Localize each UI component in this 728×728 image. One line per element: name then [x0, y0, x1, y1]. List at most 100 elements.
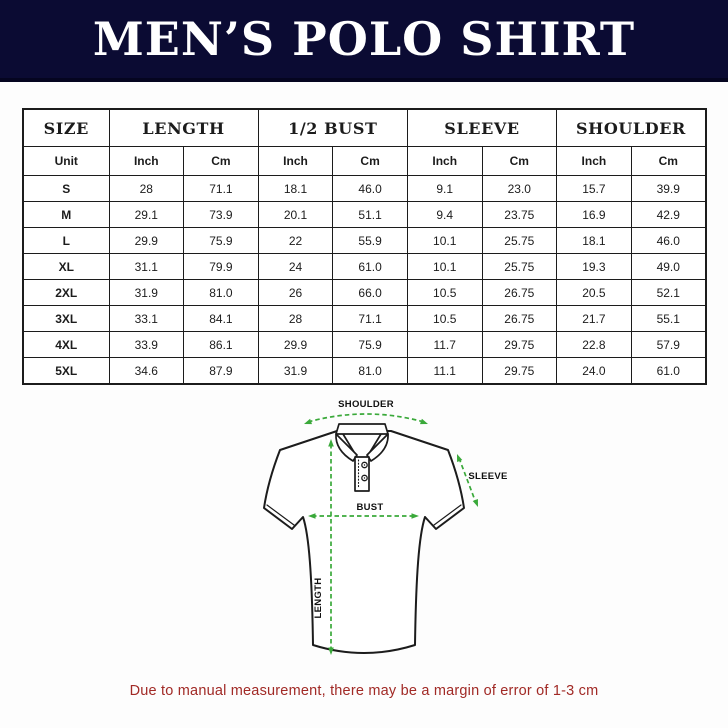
length-label: LENGTH [313, 578, 324, 619]
table-cell: 18.1 [556, 227, 632, 254]
size-label: 3XL [22, 305, 110, 332]
table-cell: 20.5 [556, 279, 632, 306]
table-cell: 52.1 [630, 279, 707, 306]
table-cell: 33.1 [108, 305, 185, 332]
size-label: 4XL [22, 331, 110, 358]
table-cell: 22.8 [556, 331, 632, 358]
table-cell: 75.9 [183, 227, 259, 254]
table-cell: 66.0 [332, 279, 408, 306]
table-cell: 34.6 [108, 357, 185, 385]
table-cell: 81.0 [183, 279, 259, 306]
collar-and-placket [335, 423, 389, 492]
unit-row: Unit Inch Cm Inch Cm Inch Cm Inch Cm [22, 146, 707, 176]
unit-inch: Inch [257, 146, 334, 176]
polo-shirt-outline [263, 430, 465, 654]
table-cell: 9.4 [406, 201, 483, 228]
table-cell: 26.75 [481, 279, 558, 306]
table-cell: 51.1 [332, 201, 408, 228]
table-cell: 31.9 [257, 357, 334, 385]
table-cell: 19.3 [556, 253, 632, 280]
shoulder-label: SHOULDER [338, 399, 394, 410]
page-title: MEN’S POLO SHIRT [92, 12, 636, 66]
polo-shirt-diagram-svg: SHOULDER SLEEVE BUST LENGTH [263, 399, 507, 655]
table-cell: 28 [108, 175, 185, 202]
bust-label: BUST [356, 502, 383, 513]
col-group-length: LENGTH [108, 108, 259, 147]
size-label: 2XL [22, 279, 110, 306]
table-cell: 29.75 [481, 331, 558, 358]
sleeve-label: SLEEVE [468, 471, 507, 482]
col-group-shoulder: SHOULDER [556, 108, 707, 147]
table-cell: 10.5 [406, 279, 483, 306]
table-cell: 29.1 [108, 201, 185, 228]
measurement-diagram: SHOULDER SLEEVE BUST LENGTH [240, 393, 510, 681]
table-cell: 18.1 [257, 175, 334, 202]
table-cell: 10.1 [406, 253, 483, 280]
table-cell: 42.9 [630, 201, 707, 228]
table-cell: 24.0 [556, 357, 632, 385]
table-cell: 28 [257, 305, 334, 332]
table-cell: 15.7 [556, 175, 632, 202]
table-cell: 71.1 [183, 175, 259, 202]
table-cell: 84.1 [183, 305, 259, 332]
unit-inch: Inch [556, 146, 632, 176]
table-cell: 46.0 [332, 175, 408, 202]
table-cell: 73.9 [183, 201, 259, 228]
unit-header: Unit [22, 146, 110, 176]
col-group-sleeve: SLEEVE [406, 108, 558, 147]
unit-inch: Inch [108, 146, 185, 176]
table-cell: 33.9 [108, 331, 185, 358]
table-cell: 29.9 [257, 331, 334, 358]
table-row-s: S 28 71.1 18.1 46.0 9.1 23.0 15.7 39.9 [22, 175, 707, 202]
unit-cm: Cm [183, 146, 259, 176]
table-row-3xl: 3XL 33.1 84.1 28 71.1 10.5 26.75 21.7 55… [22, 305, 707, 332]
table-cell: 11.1 [406, 357, 483, 385]
arrowheads [304, 418, 478, 655]
unit-cm: Cm [481, 146, 558, 176]
table-cell: 55.9 [332, 227, 408, 254]
table-row-2xl: 2XL 31.9 81.0 26 66.0 10.5 26.75 20.5 52… [22, 279, 707, 306]
table-cell: 57.9 [630, 331, 707, 358]
table-cell: 10.5 [406, 305, 483, 332]
table-cell: 23.75 [481, 201, 558, 228]
header-banner: MEN’S POLO SHIRT [0, 0, 728, 82]
size-label: XL [22, 253, 110, 280]
table-cell: 20.1 [257, 201, 334, 228]
table-cell: 49.0 [630, 253, 707, 280]
unit-cm: Cm [630, 146, 707, 176]
unit-inch: Inch [406, 146, 483, 176]
table-cell: 61.0 [332, 253, 408, 280]
table-cell: 24 [257, 253, 334, 280]
table-cell: 79.9 [183, 253, 259, 280]
table-cell: 29.75 [481, 357, 558, 385]
table-cell: 71.1 [332, 305, 408, 332]
table-cell: 87.9 [183, 357, 259, 385]
table-cell: 61.0 [630, 357, 707, 385]
table-row-m: M 29.1 73.9 20.1 51.1 9.4 23.75 16.9 42.… [22, 201, 707, 228]
size-chart-table: SIZE LENGTH 1/2 BUST SLEEVE SHOULDER Uni… [22, 108, 707, 385]
unit-cm: Cm [332, 146, 408, 176]
size-label: 5XL [22, 357, 110, 385]
column-group-row: SIZE LENGTH 1/2 BUST SLEEVE SHOULDER [22, 108, 707, 147]
table-cell: 25.75 [481, 253, 558, 280]
table-cell: 55.1 [630, 305, 707, 332]
size-label: M [22, 201, 110, 228]
table-cell: 11.7 [406, 331, 483, 358]
table-cell: 16.9 [556, 201, 632, 228]
measurement-disclaimer: Due to manual measurement, there may be … [129, 683, 599, 699]
table-cell: 10.1 [406, 227, 483, 254]
table-row-5xl: 5XL 34.6 87.9 31.9 81.0 11.1 29.75 24.0 … [22, 357, 707, 385]
table-cell: 26 [257, 279, 334, 306]
table-row-xl: XL 31.1 79.9 24 61.0 10.1 25.75 19.3 49.… [22, 253, 707, 280]
col-group-size: SIZE [22, 108, 110, 147]
size-label: L [22, 227, 110, 254]
table-cell: 9.1 [406, 175, 483, 202]
table-cell: 75.9 [332, 331, 408, 358]
sleeve-arrow [458, 457, 477, 504]
table-cell: 21.7 [556, 305, 632, 332]
shoulder-arrow [307, 413, 425, 423]
table-cell: 31.9 [108, 279, 185, 306]
table-cell: 23.0 [481, 175, 558, 202]
table-cell: 26.75 [481, 305, 558, 332]
table-cell: 86.1 [183, 331, 259, 358]
